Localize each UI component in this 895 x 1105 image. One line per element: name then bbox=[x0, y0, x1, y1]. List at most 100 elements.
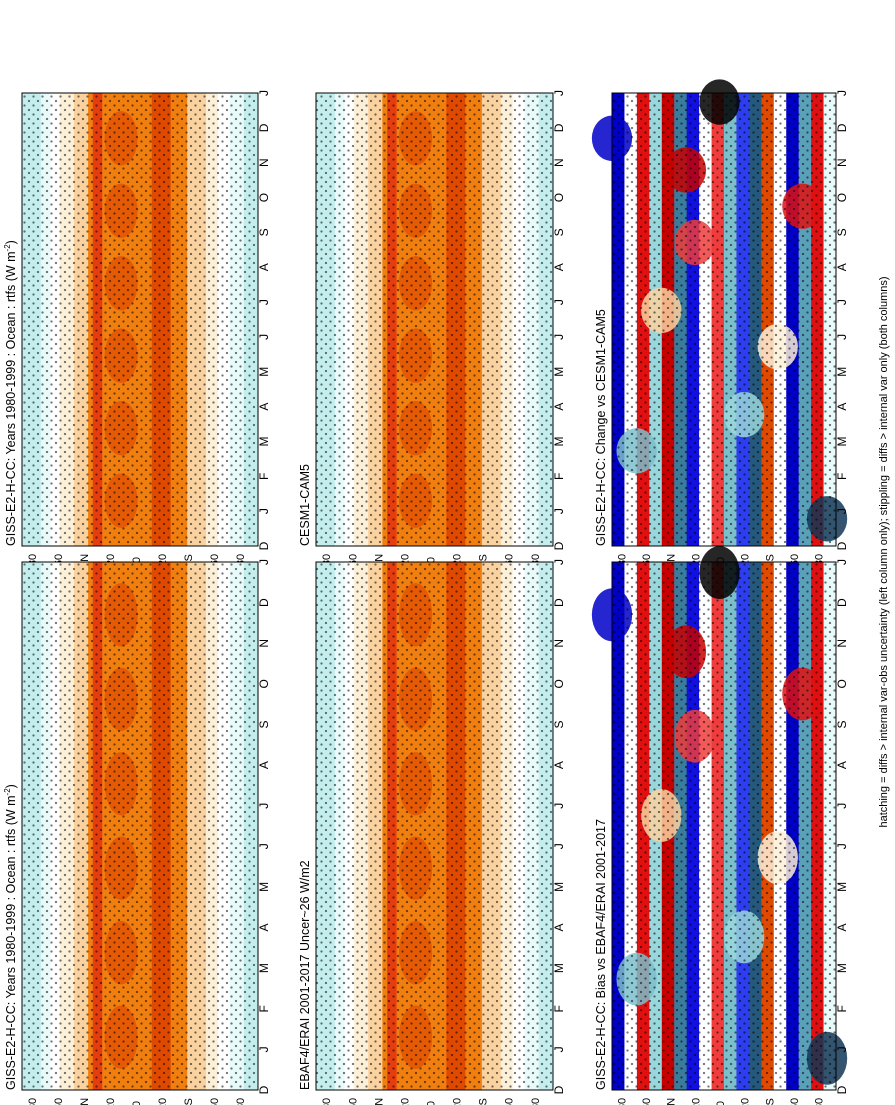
month-tick-label: O bbox=[257, 679, 271, 688]
month-tick-label: N bbox=[835, 639, 849, 648]
panel-title: GISS-E2-H-CC: Years 1980-1999 : Ocean : … bbox=[3, 784, 18, 1090]
lat-south-label: °S bbox=[764, 554, 776, 566]
panel-title: GISS-E2-H-CC: Years 1980-1999 : Ocean : … bbox=[3, 240, 18, 546]
panel-title-sup: -2 bbox=[3, 244, 12, 252]
month-tick-label: S bbox=[552, 228, 566, 236]
panel-frame bbox=[315, 561, 554, 1091]
panel-title: GISS-E2-H-CC: Change vs CESM1-CAM5 bbox=[594, 309, 608, 546]
month-tick-label: D bbox=[835, 598, 849, 607]
lat-north-label: °N bbox=[79, 1098, 91, 1105]
month-tick-label: F bbox=[835, 1005, 849, 1012]
lat-tick-label: 60 bbox=[347, 1098, 359, 1105]
month-tick-label: A bbox=[835, 761, 849, 769]
lat-tick-label: 20 bbox=[157, 1098, 169, 1105]
month-tick-label: O bbox=[257, 193, 271, 202]
month-tick-label: N bbox=[552, 639, 566, 648]
month-tick-label: M bbox=[552, 963, 566, 973]
month-tick-label: J bbox=[257, 508, 271, 514]
lat-tick-label: 80 bbox=[814, 1098, 826, 1105]
month-tick-label: M bbox=[257, 963, 271, 973]
month-tick-label: D bbox=[257, 123, 271, 132]
month-tick-label: S bbox=[552, 720, 566, 728]
lat-tick-label: 80 bbox=[321, 1098, 333, 1105]
month-tick-label: D bbox=[552, 1085, 566, 1094]
lat-north-label: °N bbox=[373, 1098, 385, 1105]
month-tick-label: M bbox=[257, 882, 271, 892]
lat-north-label: °N bbox=[666, 1098, 678, 1105]
month-tick-label: D bbox=[257, 1085, 271, 1094]
stippling-overlay bbox=[612, 93, 836, 546]
month-tick-label: J bbox=[835, 843, 849, 849]
lat-tick-label: 20 bbox=[690, 1098, 702, 1105]
month-tick-label: J bbox=[552, 1046, 566, 1052]
lat-tick-label: 80 bbox=[235, 1098, 247, 1105]
lat-tick-label: 0 bbox=[131, 557, 143, 563]
month-tick-label: D bbox=[552, 123, 566, 132]
month-tick-label: J bbox=[552, 559, 566, 565]
month-tick-label: M bbox=[835, 436, 849, 446]
month-tick-label: F bbox=[257, 473, 271, 480]
month-tick-label: D bbox=[835, 541, 849, 550]
lat-tick-label: 60 bbox=[641, 1098, 653, 1105]
month-tick-label: S bbox=[257, 228, 271, 236]
panel-title-suffix: ) bbox=[4, 784, 18, 788]
month-tick-label: D bbox=[257, 541, 271, 550]
month-tick-label: D bbox=[835, 123, 849, 132]
stippling-overlay bbox=[316, 562, 553, 1090]
map-panel-4: D J F M A M J J A S O N D J 80 60 20 0 20 60 80 °N °S GISS-E2-H… bbox=[3, 559, 271, 1105]
month-tick-label: J bbox=[257, 803, 271, 809]
lat-tick-label: 80 bbox=[616, 1098, 628, 1105]
panel-title-sup: -2 bbox=[3, 788, 12, 796]
month-tick-label: D bbox=[257, 598, 271, 607]
lat-tick-label: 0 bbox=[426, 1101, 438, 1105]
month-tick-label: N bbox=[257, 158, 271, 167]
panel-title-main: EBAF4/ERAI 2001-2017 Uncer~26 W/m2 bbox=[298, 860, 312, 1090]
lat-tick-label: 0 bbox=[715, 1101, 727, 1105]
month-tick-label: J bbox=[552, 803, 566, 809]
map-panel-5: D J F M A M J J A S O N D J 80 60 20 0 20 60 80 °N °S EBAF4/ERA… bbox=[298, 559, 566, 1105]
panel-frame bbox=[21, 561, 259, 1091]
month-tick-label: A bbox=[552, 403, 566, 411]
lat-south-label: °S bbox=[183, 554, 195, 566]
month-tick-label: J bbox=[257, 559, 271, 565]
month-tick-label: F bbox=[257, 1005, 271, 1012]
panel-title-suffix: ) bbox=[4, 240, 18, 244]
lat-tick-label: 80 bbox=[27, 1098, 39, 1105]
month-tick-label: M bbox=[552, 882, 566, 892]
month-tick-label: A bbox=[552, 761, 566, 769]
month-tick-label: J bbox=[835, 334, 849, 340]
panel-title-main: GISS-E2-H-CC: Change vs CESM1-CAM5 bbox=[594, 309, 608, 546]
panel-title-main: GISS-E2-H-CC: Years 1980-1999 : Ocean : … bbox=[4, 795, 18, 1090]
stippling-overlay bbox=[22, 93, 258, 546]
month-tick-label: A bbox=[257, 761, 271, 769]
stippling-overlay bbox=[316, 93, 553, 546]
month-tick-label: S bbox=[835, 720, 849, 728]
month-tick-label: J bbox=[835, 90, 849, 96]
month-tick-label: J bbox=[552, 299, 566, 305]
month-tick-label: M bbox=[835, 367, 849, 377]
month-tick-label: J bbox=[552, 334, 566, 340]
lat-south-label: °S bbox=[183, 1098, 195, 1105]
month-tick-label: M bbox=[552, 367, 566, 377]
month-tick-label: M bbox=[835, 882, 849, 892]
month-tick-label: A bbox=[257, 924, 271, 932]
month-tick-label: J bbox=[257, 334, 271, 340]
month-tick-label: F bbox=[552, 473, 566, 480]
lat-tick-label: 20 bbox=[105, 1098, 117, 1105]
month-tick-label: J bbox=[552, 90, 566, 96]
panel-frame bbox=[611, 561, 837, 1091]
panel-title: GISS-E2-H-CC: Bias vs EBAF4/ERAI 2001-20… bbox=[594, 819, 608, 1090]
lat-tick-label: 20 bbox=[399, 1098, 411, 1105]
month-tick-label: A bbox=[257, 263, 271, 271]
lat-tick-label: 80 bbox=[530, 1098, 542, 1105]
panel-title-main: GISS-E2-H-CC: Years 1980-1999 : Ocean : … bbox=[4, 251, 18, 546]
month-tick-label: M bbox=[257, 436, 271, 446]
panel-title-main: GISS-E2-H-CC: Bias vs EBAF4/ERAI 2001-20… bbox=[594, 819, 608, 1090]
lat-tick-label: 60 bbox=[53, 1098, 65, 1105]
panel-title-main: CESM1-CAM5 bbox=[298, 464, 312, 546]
month-tick-label: M bbox=[552, 436, 566, 446]
lat-south-label: °S bbox=[478, 554, 490, 566]
